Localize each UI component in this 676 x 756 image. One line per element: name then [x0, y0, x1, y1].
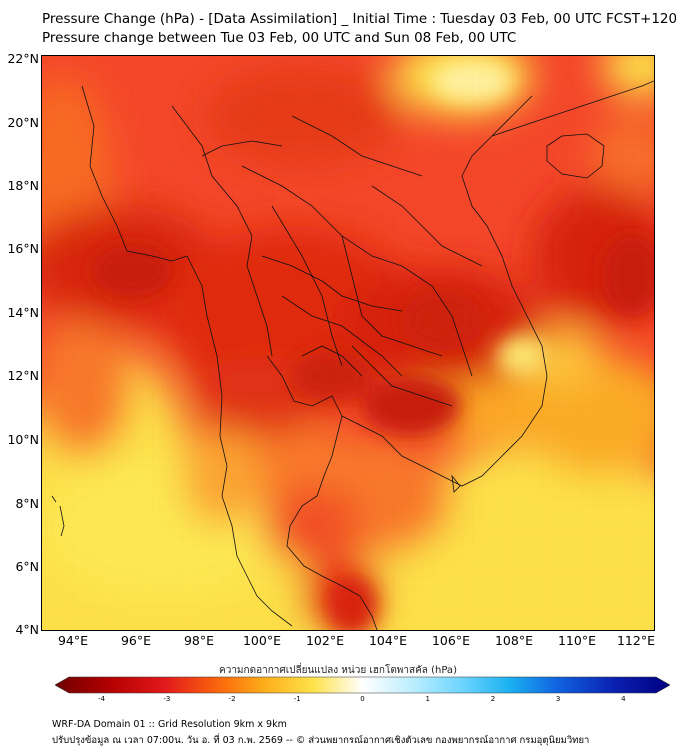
- lon-label-106: 106°E: [431, 633, 470, 648]
- lon-label-112: 112°E: [616, 633, 655, 648]
- colorbar-tick-label: -2: [228, 695, 236, 703]
- lon-label-104: 104°E: [368, 633, 407, 648]
- lon-label-94: 94°E: [57, 633, 89, 648]
- colorbar-label: ความกดอากาศเปลี่ยนแปลง หน่วย เฮกโตพาสคัล…: [219, 665, 457, 676]
- lat-label-12: 12°N: [7, 368, 39, 383]
- lon-label-98: 98°E: [183, 633, 215, 648]
- coastline-borders: [51, 80, 654, 630]
- map-title: Pressure Change (hPa) - [Data Assimilati…: [42, 11, 676, 27]
- lat-label-14: 14°N: [7, 305, 39, 320]
- colorbar-tick-label: 0: [360, 695, 365, 703]
- lat-label-8: 8°N: [15, 496, 39, 511]
- colorbar: [55, 676, 670, 694]
- colorbar-tick-label: -4: [98, 695, 106, 703]
- colorbar-tick-label: 3: [555, 695, 561, 703]
- lon-label-108: 108°E: [494, 633, 533, 648]
- lon-label-110: 110°E: [557, 633, 596, 648]
- colorbar-tick-label: 4: [621, 695, 626, 703]
- map-canvas: [42, 56, 654, 630]
- pressure-change-map: [41, 55, 655, 631]
- colorbar-tick-label: -1: [293, 695, 301, 703]
- lat-label-18: 18°N: [7, 178, 39, 193]
- footer-update-info: ปรับปรุงข้อมูล ณ เวลา 07:00น. วัน อ. ที่…: [52, 735, 590, 746]
- lon-label-102: 102°E: [305, 633, 344, 648]
- lat-label-16: 16°N: [7, 241, 39, 256]
- colorbar-tick-label: 2: [490, 695, 496, 703]
- map-subtitle: Pressure change between Tue 03 Feb, 00 U…: [42, 30, 517, 46]
- footer-domain-info: WRF-DA Domain 01 :: Grid Resolution 9km …: [52, 719, 287, 730]
- lat-label-22: 22°N: [7, 51, 39, 66]
- lat-label-6: 6°N: [15, 559, 39, 574]
- colorbar-tick-label: -3: [163, 695, 171, 703]
- lat-label-10: 10°N: [7, 432, 39, 447]
- lon-label-96: 96°E: [120, 633, 152, 648]
- lat-label-4: 4°N: [15, 622, 39, 637]
- lon-label-100: 100°E: [242, 633, 281, 648]
- lat-label-20: 20°N: [7, 115, 39, 130]
- colorbar-tick-label: 1: [425, 695, 430, 703]
